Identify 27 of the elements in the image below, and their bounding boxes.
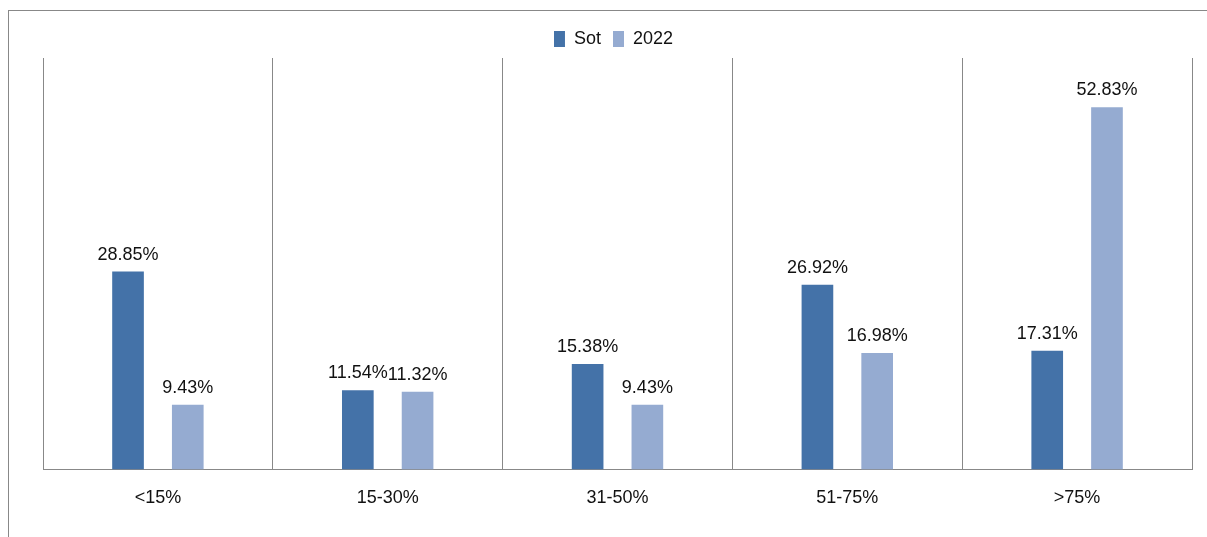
- data-label: 11.32%: [387, 363, 448, 384]
- x-tick-label: 15-30%: [356, 487, 419, 508]
- data-label: 9.43%: [621, 376, 673, 397]
- bar: [1091, 107, 1123, 470]
- data-label: 28.85%: [97, 243, 159, 264]
- data-label: 15.38%: [557, 335, 619, 356]
- x-tick-label: <15%: [134, 487, 182, 508]
- data-label: 26.92%: [786, 256, 848, 277]
- x-tick-label: 51-75%: [816, 487, 879, 508]
- bar: [1031, 350, 1064, 470]
- legend-label: 2022: [632, 27, 674, 48]
- bar: [801, 284, 834, 470]
- bar: [171, 404, 204, 470]
- data-label: 16.98%: [846, 324, 908, 345]
- data-label: 11.54%: [327, 362, 388, 383]
- legend-label: Sot: [573, 27, 601, 48]
- x-tick-label: 31-50%: [586, 487, 649, 508]
- data-label: 9.43%: [162, 376, 214, 397]
- bar: [631, 404, 664, 470]
- data-label: 52.83%: [1076, 79, 1138, 100]
- bar: [571, 363, 604, 470]
- bar: [861, 352, 894, 470]
- data-label: 17.31%: [1016, 322, 1078, 343]
- x-tick-label: >75%: [1053, 487, 1101, 508]
- bar: [341, 390, 374, 470]
- bar: [401, 391, 434, 470]
- bar: [112, 271, 144, 470]
